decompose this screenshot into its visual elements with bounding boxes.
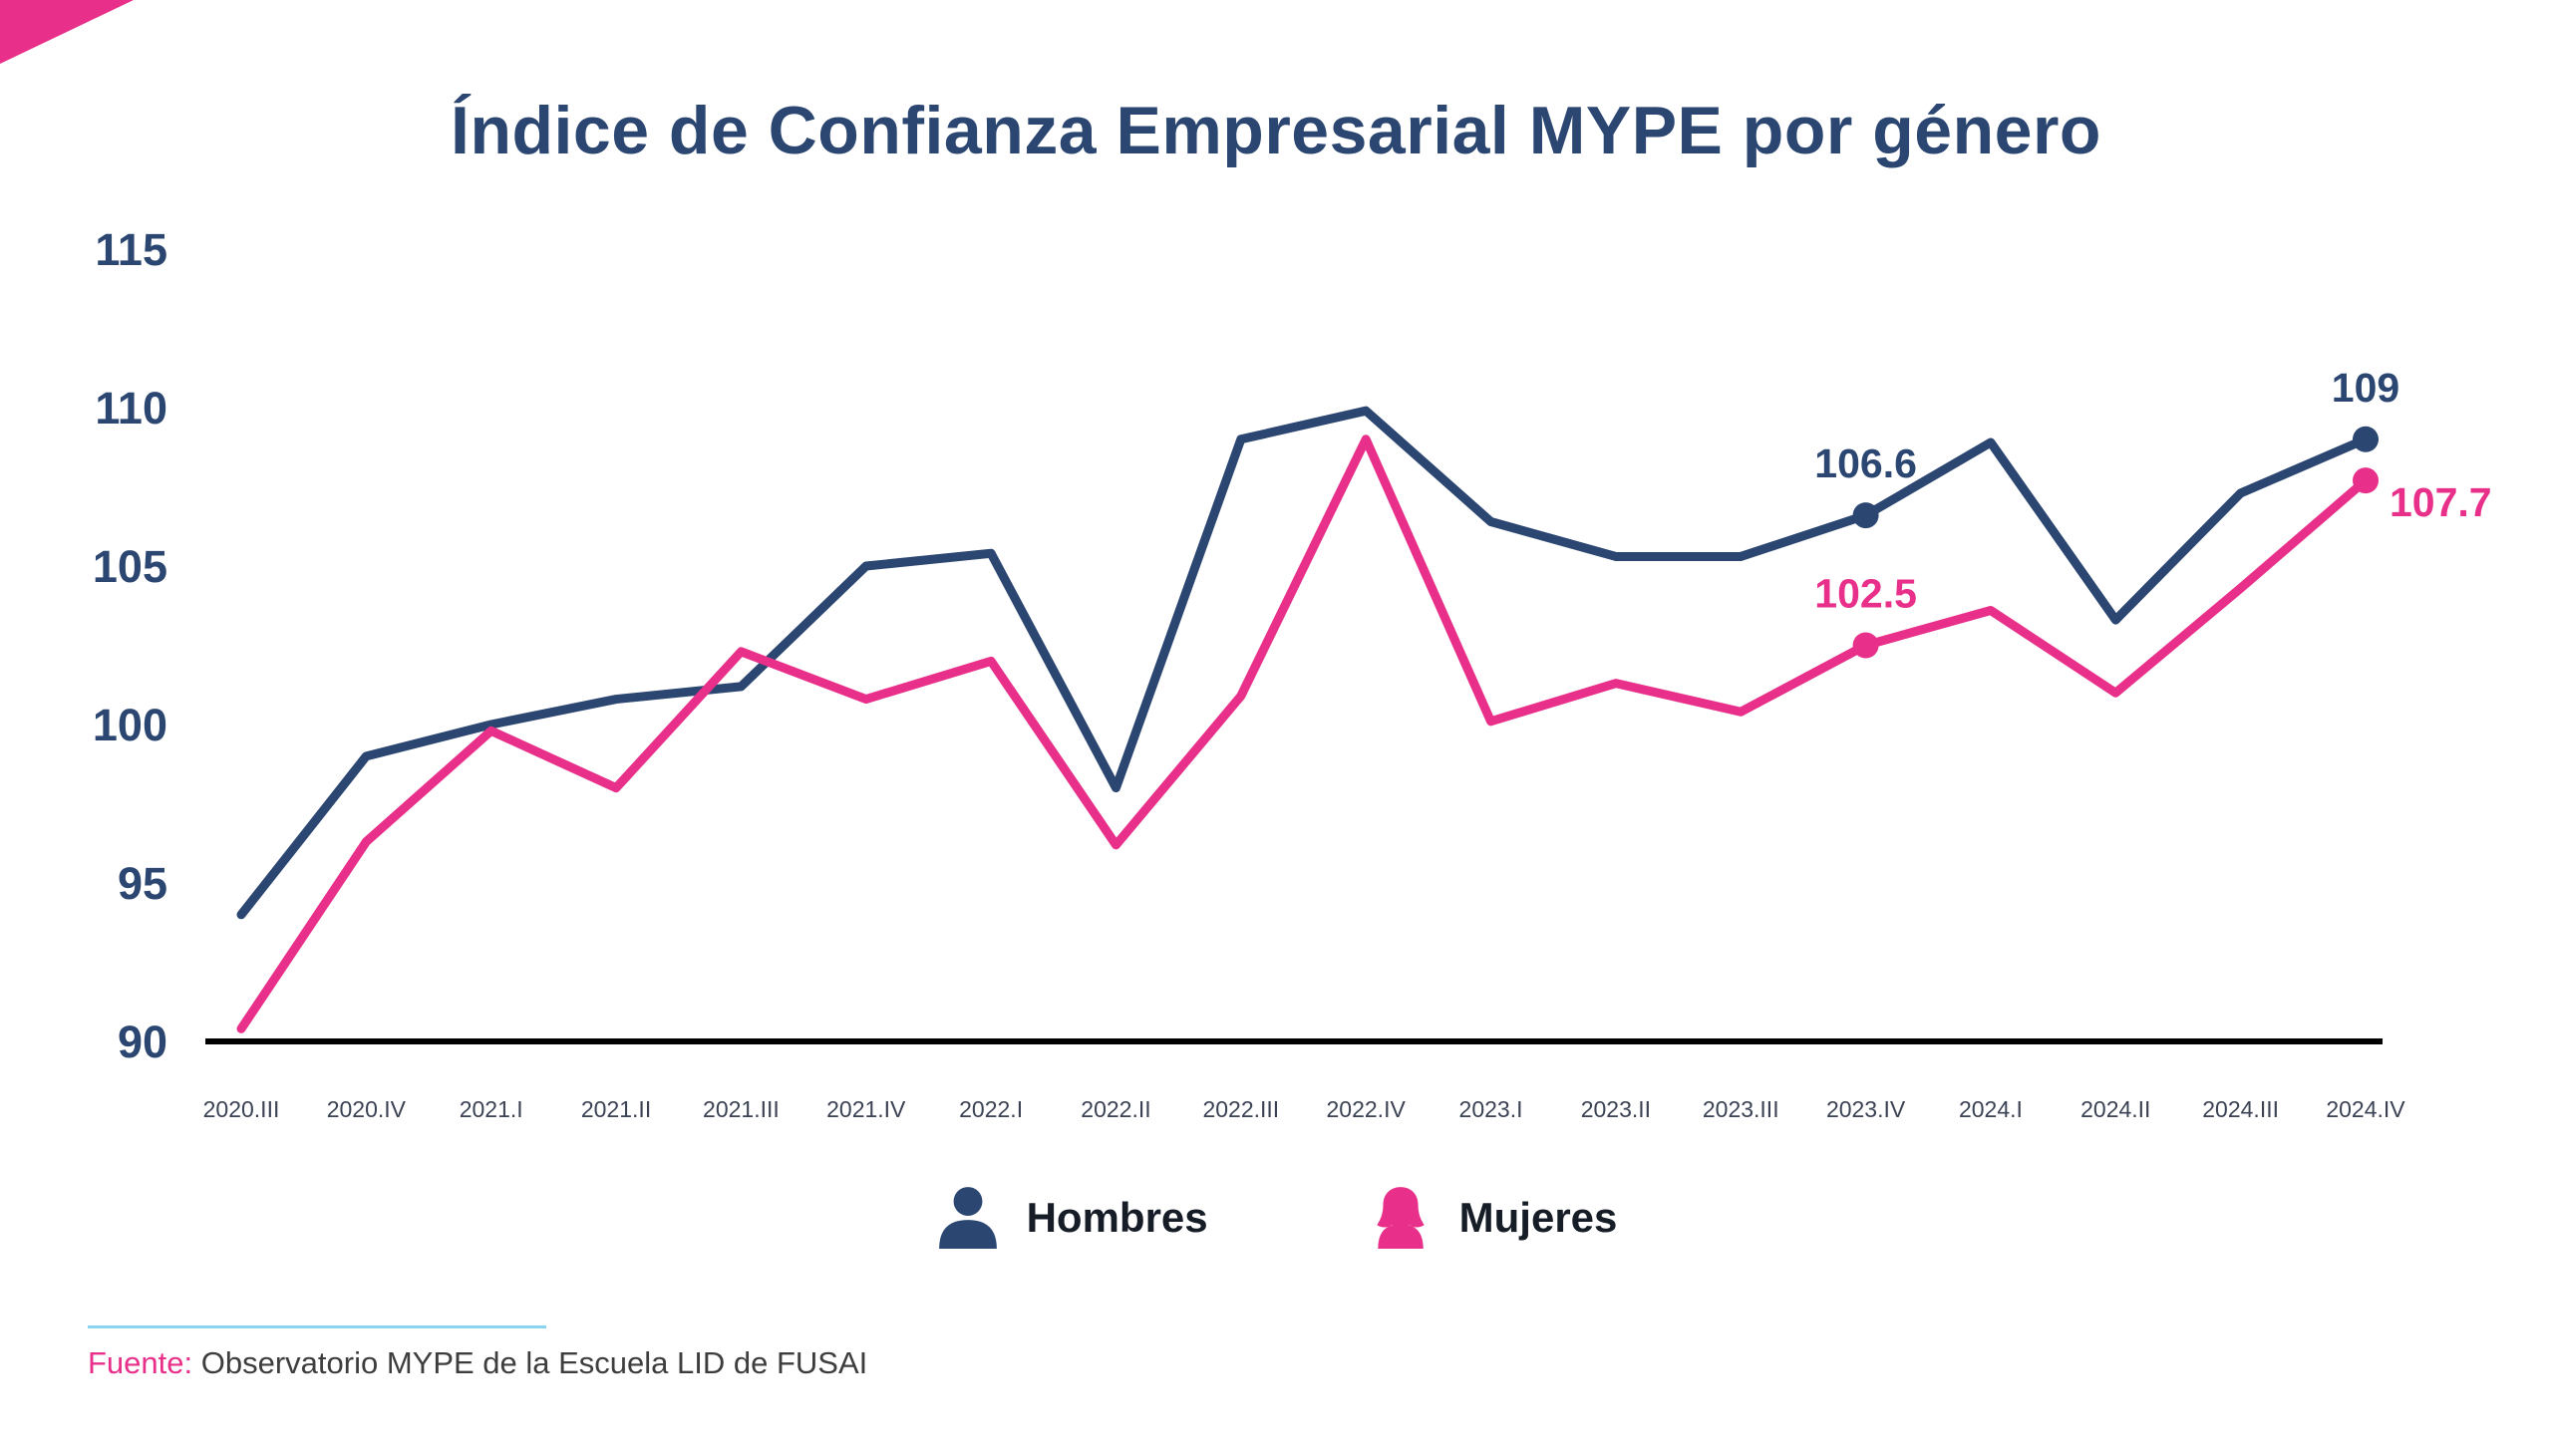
data-point-label: 106.6 — [1814, 440, 1917, 486]
source-note: Fuente: Observatorio MYPE de la Escuela … — [88, 1345, 867, 1381]
x-axis-label: 2024.I — [1959, 1096, 2023, 1122]
x-axis-label: 2020.III — [203, 1096, 280, 1122]
data-point-label: 109 — [2332, 365, 2399, 411]
x-axis-label: 2022.II — [1081, 1096, 1150, 1122]
y-axis-tick-label: 105 — [93, 541, 167, 592]
y-axis-tick-label: 115 — [95, 224, 167, 275]
female-person-icon — [1368, 1182, 1434, 1254]
legend-label-mujeres: Mujeres — [1458, 1194, 1618, 1241]
data-point-dot — [2353, 426, 2379, 452]
data-point-dot — [1852, 632, 1879, 659]
x-axis-label: 2024.III — [2202, 1096, 2279, 1122]
x-axis-label: 2022.I — [959, 1096, 1023, 1122]
x-axis-label: 2020.IV — [327, 1096, 407, 1122]
x-axis-label: 2021.I — [460, 1096, 523, 1122]
confidence-index-line-chart: 90 95 100 105 110 115 2020.III 2020.IV 2021.I 202… — [93, 224, 2492, 1122]
x-axis-label: 2024.IV — [2326, 1096, 2405, 1122]
chart-title: Índice de Confianza Empresarial MYPE por… — [451, 93, 2101, 168]
data-point-dot — [2353, 467, 2379, 494]
series-line-mujeres — [236, 435, 2371, 1033]
legend-item-hombres: Hombres — [935, 1182, 1208, 1254]
series-line-hombres — [236, 406, 2371, 920]
source-text: Observatorio MYPE de la Escuela LID de F… — [192, 1345, 868, 1380]
x-axis-label: 2023.I — [1459, 1096, 1523, 1122]
legend-item-mujeres: Mujeres — [1368, 1182, 1618, 1254]
y-axis-tick-label: 100 — [93, 700, 167, 750]
data-point-label: 107.7 — [2390, 479, 2492, 525]
y-axis-tick-label: 95 — [118, 858, 167, 909]
x-axis-label: 2023.II — [1581, 1096, 1651, 1122]
x-axis-label: 2022.III — [1202, 1096, 1279, 1122]
chart-legend: Hombres Mujeres — [0, 1182, 2552, 1254]
footer-rule — [88, 1325, 546, 1328]
x-axis-label: 2021.IV — [826, 1096, 906, 1122]
x-axis-label: 2023.III — [1703, 1096, 1779, 1122]
x-axis-label: 2021.III — [703, 1096, 780, 1122]
x-axis-label: 2022.IV — [1327, 1096, 1407, 1122]
data-point-label: 102.5 — [1814, 571, 1917, 617]
data-point-dot — [1852, 502, 1879, 529]
male-person-icon — [935, 1182, 1001, 1254]
source-label: Fuente: — [88, 1345, 193, 1380]
y-axis-tick-label: 90 — [118, 1017, 167, 1067]
y-axis-tick-label: 110 — [95, 383, 167, 434]
x-axis-label: 2023.IV — [1826, 1096, 1906, 1122]
x-axis-label: 2024.II — [2080, 1096, 2150, 1122]
legend-label-hombres: Hombres — [1026, 1194, 1208, 1241]
x-axis-label: 2021.II — [581, 1096, 651, 1122]
